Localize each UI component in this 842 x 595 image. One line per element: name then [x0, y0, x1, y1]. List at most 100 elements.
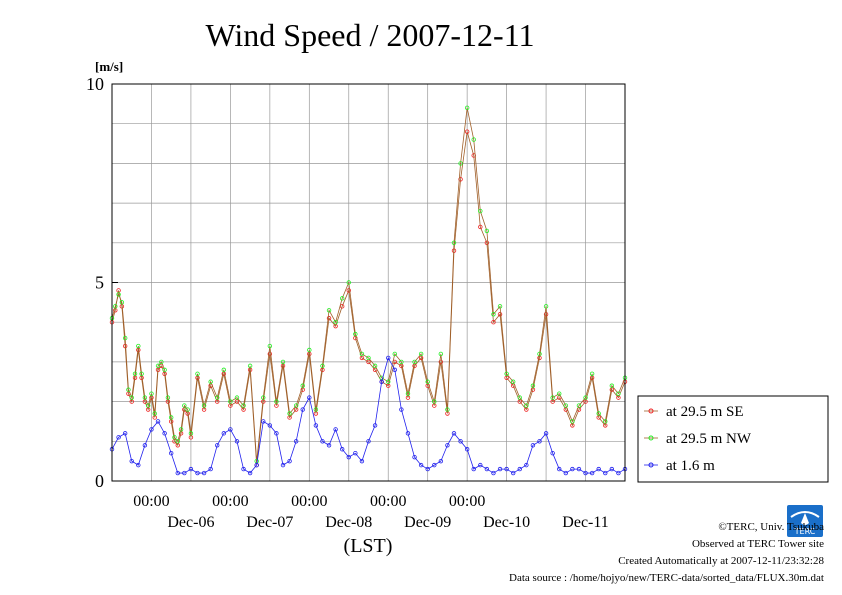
data-point: [458, 439, 463, 444]
data-point: [458, 177, 463, 182]
data-point: [261, 395, 266, 400]
y-axis-ticks: 0 5 10: [86, 74, 118, 491]
data-point: [418, 351, 424, 357]
data-point: [464, 105, 470, 111]
data-point: [228, 427, 233, 432]
x-tick-time: 00:00: [449, 493, 485, 510]
data-point: [165, 395, 171, 400]
series-layer: [109, 105, 628, 476]
x-tick-date: Dec-11: [562, 514, 609, 531]
data-point: [589, 371, 595, 377]
data-point: [122, 335, 128, 341]
data-point: [122, 431, 128, 436]
data-point: [491, 320, 496, 325]
data-point: [247, 363, 253, 369]
data-point: [116, 435, 121, 440]
legend-label: at 29.5 m SE: [666, 404, 744, 420]
data-point: [372, 363, 378, 369]
data-point: [478, 208, 483, 214]
data-point: [307, 395, 312, 400]
data-point: [510, 470, 516, 476]
x-axis-label: (LST): [344, 535, 393, 557]
x-tick-date: Dec-07: [246, 514, 293, 531]
data-point: [425, 466, 430, 472]
data-point: [497, 466, 503, 472]
data-point: [438, 359, 444, 365]
data-point: [201, 470, 207, 476]
data-point: [353, 331, 358, 337]
data-point: [326, 316, 332, 321]
data-point: [182, 403, 187, 408]
x-tick-time: 00:00: [291, 493, 327, 510]
data-point: [484, 466, 490, 472]
data-point: [129, 395, 134, 400]
data-point: [497, 304, 503, 309]
data-point: [175, 439, 180, 444]
data-point: [386, 355, 391, 361]
data-point: [603, 470, 608, 476]
data-point: [583, 470, 588, 476]
x-tick-time: 00:00: [370, 493, 406, 510]
data-point: [274, 431, 279, 436]
y-tick-label: 0: [95, 471, 104, 491]
data-point: [543, 431, 549, 436]
data-point: [583, 395, 588, 400]
data-point: [379, 379, 384, 384]
y-axis-unit: [m/s]: [95, 59, 123, 74]
data-point: [471, 466, 476, 472]
data-point: [126, 387, 131, 392]
data-point: [570, 466, 575, 472]
data-point: [576, 466, 582, 472]
plot-frame: [111, 83, 626, 482]
data-point: [168, 451, 174, 456]
footer-copyright: ©TERC, Univ. Tsukuba: [718, 521, 824, 533]
data-point: [333, 320, 338, 325]
data-point: [139, 371, 144, 377]
data-point: [162, 367, 167, 373]
data-point: [172, 435, 177, 440]
x-tick-time: 00:00: [133, 493, 169, 510]
data-point: [313, 407, 319, 412]
data-point: [550, 395, 555, 400]
data-point: [293, 403, 299, 408]
data-point: [412, 454, 417, 460]
data-point: [280, 462, 286, 468]
data-point: [537, 439, 542, 444]
data-point: [215, 443, 220, 448]
data-point: [471, 137, 476, 142]
data-point: [386, 379, 391, 384]
terc-logo: TERC: [785, 503, 825, 539]
data-point: [320, 439, 325, 444]
data-point: [445, 407, 450, 412]
data-point: [412, 359, 417, 365]
data-point: [132, 371, 138, 377]
data-point: [267, 351, 273, 357]
legend-marker: [648, 435, 654, 441]
data-point: [326, 308, 332, 313]
data-point: [438, 351, 444, 357]
series-line: [111, 356, 626, 474]
data-point: [405, 391, 411, 396]
data-point: [339, 447, 345, 452]
data-point: [221, 431, 227, 436]
data-point: [451, 431, 457, 436]
footer-source: Data source : /home/hojyo/new/TERC-data/…: [509, 572, 824, 584]
data-point: [168, 415, 174, 420]
plot-grid: [112, 84, 625, 481]
data-point: [228, 399, 233, 404]
x-axis-ticks: 00:00 00:00 00:00 00:00 00:00 Dec-06 Dec-07 Dec…: [133, 493, 609, 531]
data-point: [119, 300, 125, 305]
legend-marker: [648, 462, 654, 468]
data-point: [162, 431, 167, 436]
data-point: [346, 280, 351, 285]
legend-marker: [648, 408, 654, 414]
data-point: [136, 462, 141, 468]
y-tick-label: 10: [86, 74, 104, 94]
data-point: [425, 379, 430, 384]
data-point: [484, 240, 490, 245]
data-point: [609, 466, 615, 472]
data-point: [563, 470, 569, 476]
data-point: [149, 391, 154, 396]
data-point: [293, 439, 299, 444]
data-point: [366, 439, 371, 444]
